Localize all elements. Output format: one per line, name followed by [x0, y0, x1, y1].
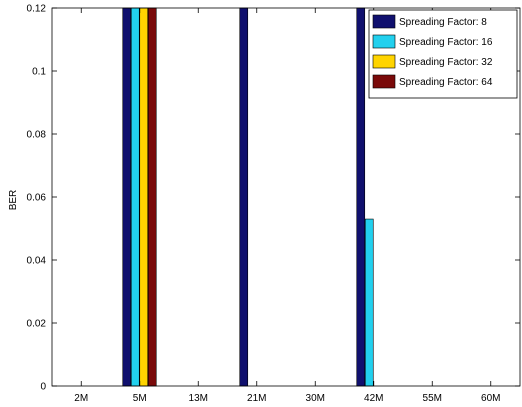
legend-label: Spreading Factor: 64: [399, 77, 493, 88]
y-tick-label: 0.04: [27, 256, 47, 267]
legend-label: Spreading Factor: 16: [399, 37, 493, 48]
bar-42M-sf1: [364, 218, 374, 387]
bar-5M-sf1: [130, 7, 140, 387]
bar-5M-sf0: [122, 7, 132, 387]
x-tick-label: 55M: [423, 393, 442, 404]
x-axis-ticks: 2M 5M 13M 21M 30M 42M 55M 60M: [74, 8, 500, 404]
x-tick-label: 2M: [74, 393, 88, 404]
x-tick-label: 5M: [133, 393, 147, 404]
legend-swatch: [372, 74, 396, 89]
legend-swatch: [372, 14, 396, 29]
bar-5M-sf2: [139, 7, 149, 387]
x-tick-label: 21M: [247, 393, 266, 404]
bar-group: [122, 7, 374, 387]
x-tick-label: 30M: [306, 393, 325, 404]
bar-5M-sf3: [147, 7, 157, 387]
legend-swatch: [372, 54, 396, 69]
y-tick-label: 0.1: [32, 67, 46, 78]
bar-42M-sf0: [356, 7, 366, 387]
y-tick-label: 0: [40, 382, 46, 393]
y-axis-label: BER: [8, 190, 19, 211]
y-tick-label: 0.08: [27, 130, 47, 141]
x-tick-label: 42M: [364, 393, 383, 404]
legend-swatch: [372, 34, 396, 49]
legend-label: Spreading Factor: 8: [399, 17, 487, 28]
x-tick-label: 13M: [189, 393, 208, 404]
y-tick-label: 0.12: [27, 4, 47, 15]
legend-label: Spreading Factor: 32: [399, 57, 493, 68]
y-tick-label: 0.06: [27, 193, 47, 204]
y-axis-ticks: 0 0.02 0.04 0.06 0.08 0.1 0.12: [27, 4, 520, 393]
x-tick-label: 60M: [481, 393, 500, 404]
legend: Spreading Factor: 8 Spreading Factor: 16 S…: [368, 9, 518, 99]
y-tick-label: 0.02: [27, 319, 47, 330]
bar-21M-sf0: [239, 7, 249, 387]
